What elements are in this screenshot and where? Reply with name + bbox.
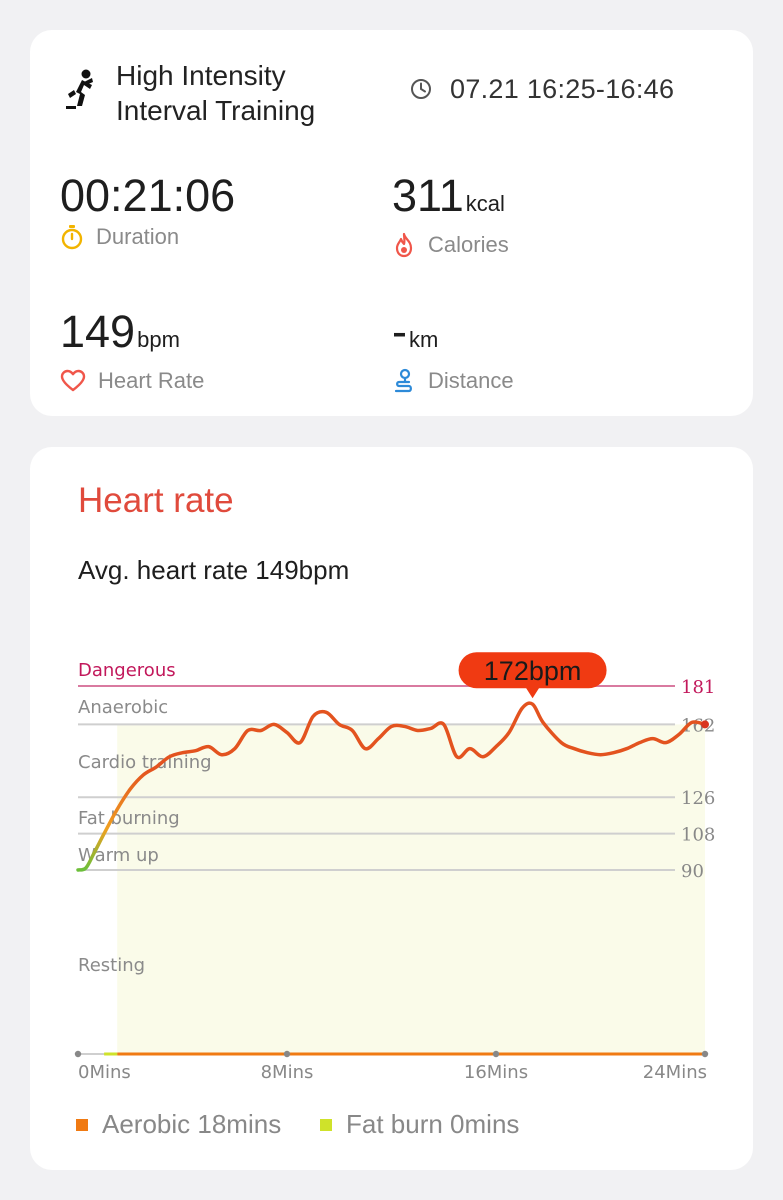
heart-rate-unit: bpm [137,327,180,352]
threshold-label-90: 90 [681,861,704,882]
calories-label: Calories [428,232,509,257]
heart-rate-value: 149bpm [60,306,180,357]
threshold-label-108: 108 [681,825,715,846]
route-pin-icon [394,368,412,393]
workout-summary-card: High Intensity Interval Training 07.21 1… [30,30,753,416]
heart-rate-end-dot [701,720,709,729]
zone-label-1: Anaerobic [78,697,168,718]
x-tick-dot-1 [283,1050,291,1058]
distance-value: -km [392,306,439,357]
metric-distance: -km Distance [392,306,514,394]
threshold-label-126: 126 [681,788,715,809]
zone-label-0: Dangerous [78,660,176,681]
heart-rate-line [76,701,707,872]
metric-heart-rate: 149bpm Heart Rate [60,306,204,394]
threshold-label-181: 181 [681,677,715,698]
x-tick-label-2: 16Mins [464,1062,528,1083]
workout-title: High Intensity Interval Training [116,58,376,128]
threshold-label-162: 162 [681,715,715,736]
peak-label: 172bpm [484,656,582,686]
x-tick-label-0: 0Mins [78,1062,131,1083]
x-tick-label-3: 24Mins [643,1062,707,1083]
metric-duration: 00:21:06 Duration [60,170,235,250]
peak-bubble [458,652,607,689]
x-tick-dot-2 [492,1050,500,1058]
x-tick-label-1: 8Mins [261,1062,314,1083]
legend-fat-burn-swatch [320,1118,332,1131]
calories-value: 311kcal [392,170,505,221]
heart-rate-chart[interactable]: 181 162 126 108 90 Dangerous Anaerobic Cardio t… [30,447,753,1170]
workout-time-range: 07.21 16:25-16:46 [450,74,675,104]
distance-label: Distance [428,368,514,393]
duration-value: 00:21:06 [60,170,236,221]
x-tick-dot-0 [74,1050,82,1058]
metric-calories: 311kcal Calories [392,170,509,258]
workout-title-line1: High Intensity [116,60,286,91]
heart-rate-title: Heart rate [78,481,234,520]
stopwatch-icon [61,225,83,250]
heart-rate-card: Heart rate Avg. heart rate 149bpm 181 162… [30,447,753,1170]
zone-label-4: Warm up [78,845,159,866]
zone-label-5: Resting [78,955,145,976]
legend-aerobic-swatch [76,1118,88,1131]
zone-label-3: Fat burning [78,808,180,829]
legend-aerobic-label: Aerobic 18mins [102,1109,282,1139]
clock-icon [411,79,431,99]
flame-icon [395,232,413,258]
chart-fill-area [117,724,705,1054]
peak-bubble-pointer [525,687,540,699]
workout-title-line2: Interval Training [116,95,316,126]
legend-fat-burn: Fat burn 0mins [320,1109,519,1140]
zone-label-2: Cardio training [78,752,212,773]
x-tick-dot-3 [701,1050,709,1058]
average-heart-rate: Avg. heart rate 149bpm [78,555,350,585]
legend-aerobic: Aerobic 18mins [76,1109,281,1140]
calories-unit: kcal [465,191,505,216]
legend-fat-burn-label: Fat burn 0mins [346,1109,520,1139]
stair-stepper-icon [66,69,93,109]
heart-icon [60,369,86,392]
duration-label: Duration [96,224,180,249]
heart-rate-label: Heart Rate [98,368,205,393]
distance-unit: km [409,327,439,352]
